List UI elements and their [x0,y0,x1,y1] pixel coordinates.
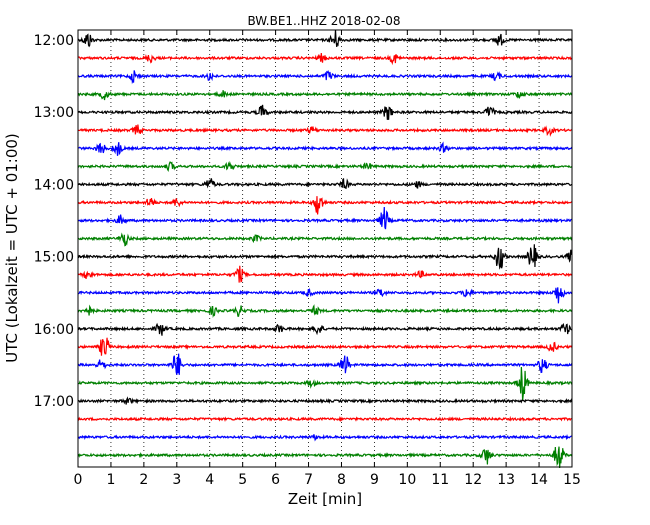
x-tick-label: 14 [530,472,548,488]
seismic-trace [77,232,573,247]
x-tick-label: 8 [337,472,346,488]
y-tick-label: 14:00 [34,177,74,193]
seismic-trace [77,53,573,66]
seismic-trace [77,29,573,48]
seismic-trace [77,322,573,336]
seismic-trace [77,244,573,270]
seismic-trace [77,366,573,401]
y-tick-label: 15:00 [34,250,74,266]
seismic-trace [77,196,573,215]
x-tick-label: 13 [497,472,515,488]
y-tick-label: 17:00 [34,394,74,410]
x-tick-label: 11 [431,472,449,488]
y-axis-label: UTC (Lokalzeit = UTC + 01:00) [3,133,21,363]
x-tick-label: 15 [563,472,581,488]
chart-title: BW.BE1..HHZ 2018-02-08 [247,14,400,28]
x-axis-label: Zeit [min] [288,490,362,508]
seismic-trace [77,353,573,375]
y-tick-label: 12:00 [34,33,74,49]
x-tick-label: 3 [172,472,181,488]
x-tick-label: 12 [464,472,482,488]
x-tick-label: 1 [106,472,115,488]
x-tick-label: 6 [271,472,280,488]
y-tick-label: 16:00 [34,322,74,338]
seismic-trace [77,415,573,423]
y-tick-label: 13:00 [34,105,74,121]
seismic-trace [77,207,573,230]
seismic-trace [77,265,573,283]
x-tick-label: 9 [370,472,379,488]
seismic-trace [77,104,573,120]
x-tick-label: 2 [139,472,148,488]
seismic-trace [77,124,573,137]
grid-lines [110,30,540,467]
x-tick-label: 0 [74,472,83,488]
plot-frame [77,29,573,468]
x-tick-label: 5 [238,472,247,488]
seismic-trace [77,396,573,405]
seismic-trace [77,160,573,172]
seismic-trace [77,304,573,318]
x-axis-ticks: 0 1 2 3 4 5 6 7 8 9 10 11 12 13 14 15 [74,30,581,488]
seismic-trace [77,177,573,190]
x-tick-label: 10 [398,472,416,488]
seismic-trace [77,70,573,85]
seismic-trace [77,337,573,356]
x-tick-label: 7 [304,472,313,488]
seismic-trace [77,141,573,156]
y-axis-ticks: 12:00 13:00 14:00 15:00 16:00 17:00 [34,33,83,410]
seismic-trace [77,446,573,469]
seismic-trace [77,433,573,442]
x-tick-label: 4 [205,472,214,488]
trace-group [77,29,573,469]
seismic-trace [77,90,573,101]
seismic-trace [77,287,573,304]
